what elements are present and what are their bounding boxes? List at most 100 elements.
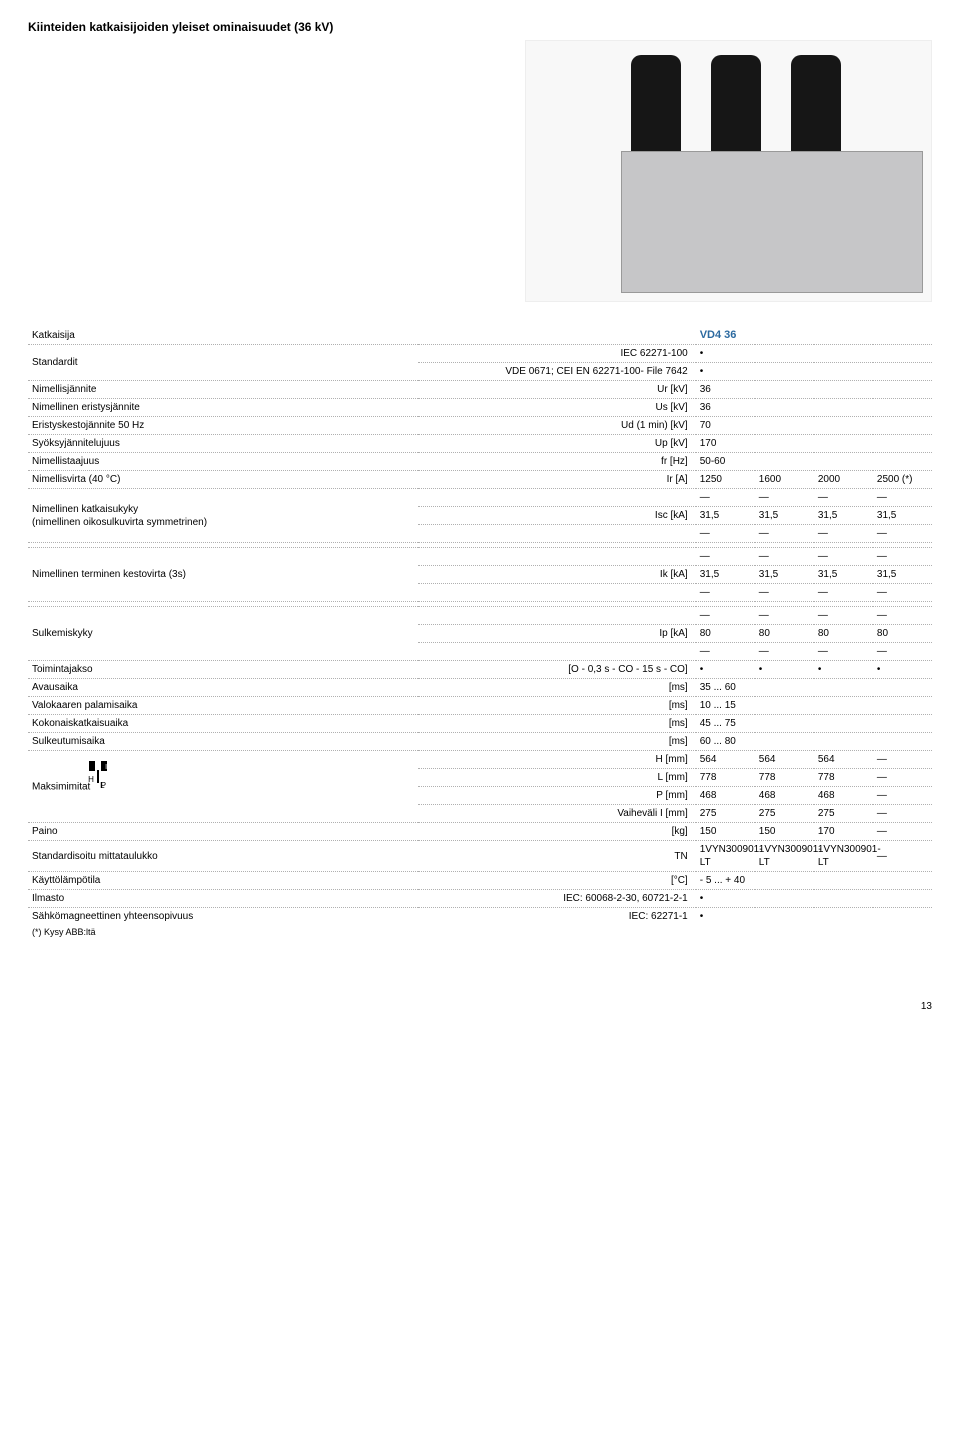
unit: H [mm] <box>418 751 695 769</box>
unit: [ms] <box>418 679 695 697</box>
c4: — <box>873 751 932 769</box>
unit: [ms] <box>418 715 695 733</box>
val: • <box>696 890 932 908</box>
label: Nimellinen eristysjännite <box>28 399 418 417</box>
c3: 31,5 <box>814 566 873 584</box>
unit: L [mm] <box>418 769 695 787</box>
c2: • <box>755 661 814 679</box>
c4: — <box>873 823 932 841</box>
label: Nimellistaajuus <box>28 453 418 471</box>
c3: 778 <box>814 769 873 787</box>
c2: 31,5 <box>755 507 814 525</box>
c3: • <box>814 661 873 679</box>
c2: 564 <box>755 751 814 769</box>
label: Valokaaren palamisaika <box>28 697 418 715</box>
unit: Us [kV] <box>418 399 695 417</box>
val: 36 <box>696 381 932 399</box>
header-model: VD4 36 <box>696 326 932 345</box>
c3: 275 <box>814 805 873 823</box>
unit: Ud (1 min) [kV] <box>418 417 695 435</box>
c3: 468 <box>814 787 873 805</box>
c4: • <box>873 661 932 679</box>
label: Ilmasto <box>28 890 418 908</box>
page-number: 13 <box>28 1001 932 1012</box>
c2: 468 <box>755 787 814 805</box>
unit: Ir [A] <box>418 471 695 489</box>
unit: [kg] <box>418 823 695 841</box>
label: Sähkömagneettinen yhteensopivuus <box>28 908 418 926</box>
c1: 564 <box>696 751 755 769</box>
c4: — <box>873 841 932 872</box>
unit: Up [kV] <box>418 435 695 453</box>
c4: — <box>873 787 932 805</box>
row-standards-label: Standardit <box>28 345 418 381</box>
unit: IEC: 62271-1 <box>418 908 695 926</box>
c3: 564 <box>814 751 873 769</box>
c3: 31,5 <box>814 507 873 525</box>
val: 50-60 <box>696 453 932 471</box>
unit: Ur [kV] <box>418 381 695 399</box>
label: Sulkeutumisaika <box>28 733 418 751</box>
c1: 275 <box>696 805 755 823</box>
unit: Vaiheväli I [mm] <box>418 805 695 823</box>
label: Nimellinen terminen kestovirta (3s) <box>28 548 418 602</box>
c4: 31,5 <box>873 507 932 525</box>
val: 10 ... 15 <box>696 697 932 715</box>
c2: 778 <box>755 769 814 787</box>
row-standards-v1: • <box>696 345 932 363</box>
c4: 80 <box>873 625 932 643</box>
c1: 1VYN300901-LT <box>696 841 755 872</box>
unit: Ik [kA] <box>418 566 695 584</box>
val: 170 <box>696 435 932 453</box>
product-photo <box>525 40 932 302</box>
label: Toimintajakso <box>28 661 418 679</box>
unit: fr [Hz] <box>418 453 695 471</box>
val: 45 ... 75 <box>696 715 932 733</box>
label: Nimellisjännite <box>28 381 418 399</box>
spec-table: Katkaisija VD4 36 Standardit IEC 62271-1… <box>28 326 932 941</box>
unit: P [mm] <box>418 787 695 805</box>
header-label: Katkaisija <box>28 326 418 345</box>
c1: • <box>696 661 755 679</box>
unit: Isc [kA] <box>418 507 695 525</box>
val: 70 <box>696 417 932 435</box>
dimension-icon: HLPI I I <box>97 770 135 804</box>
label: Paino <box>28 823 418 841</box>
label: Käyttölämpötila <box>28 872 418 890</box>
c1: 80 <box>696 625 755 643</box>
c1: 31,5 <box>696 507 755 525</box>
c2: 1600 <box>755 471 814 489</box>
c4: 31,5 <box>873 566 932 584</box>
label: Nimellinen katkaisukyky (nimellinen oiko… <box>28 489 418 543</box>
c3: 1VYN300901-LT <box>814 841 873 872</box>
c2: 275 <box>755 805 814 823</box>
label: Eristyskestojännite 50 Hz <box>28 417 418 435</box>
val: 35 ... 60 <box>696 679 932 697</box>
c3: 80 <box>814 625 873 643</box>
dims-label: Maksimimitat <box>32 781 90 792</box>
c1: 468 <box>696 787 755 805</box>
c4: 2500 (*) <box>873 471 932 489</box>
unit: [°C] <box>418 872 695 890</box>
val: • <box>696 908 932 926</box>
c1: 31,5 <box>696 566 755 584</box>
label: Syöksyjännitelujuus <box>28 435 418 453</box>
unit: IEC: 60068-2-30, 60721-2-1 <box>418 890 695 908</box>
c4: — <box>873 805 932 823</box>
c3: 2000 <box>814 471 873 489</box>
unit: [ms] <box>418 733 695 751</box>
c4: — <box>873 769 932 787</box>
unit: TN <box>418 841 695 872</box>
label: Standardisoitu mittataulukko <box>28 841 418 872</box>
c3: 170 <box>814 823 873 841</box>
row-standards-unit1: IEC 62271-100 <box>418 345 695 363</box>
footnote: (*) Kysy ABB:ltä <box>28 925 932 941</box>
val: 60 ... 80 <box>696 733 932 751</box>
row-standards-unit2: VDE 0671; CEI EN 62271-100- File 7642 <box>418 363 695 381</box>
c2: 1VYN300901-LT <box>755 841 814 872</box>
page-title: Kiinteiden katkaisijoiden yleiset ominai… <box>28 20 932 34</box>
unit: [O - 0,3 s - CO - 15 s - CO] <box>418 661 695 679</box>
row-standards-v2: • <box>696 363 932 381</box>
label: Avausaika <box>28 679 418 697</box>
label: Sulkemiskyky <box>28 607 418 661</box>
